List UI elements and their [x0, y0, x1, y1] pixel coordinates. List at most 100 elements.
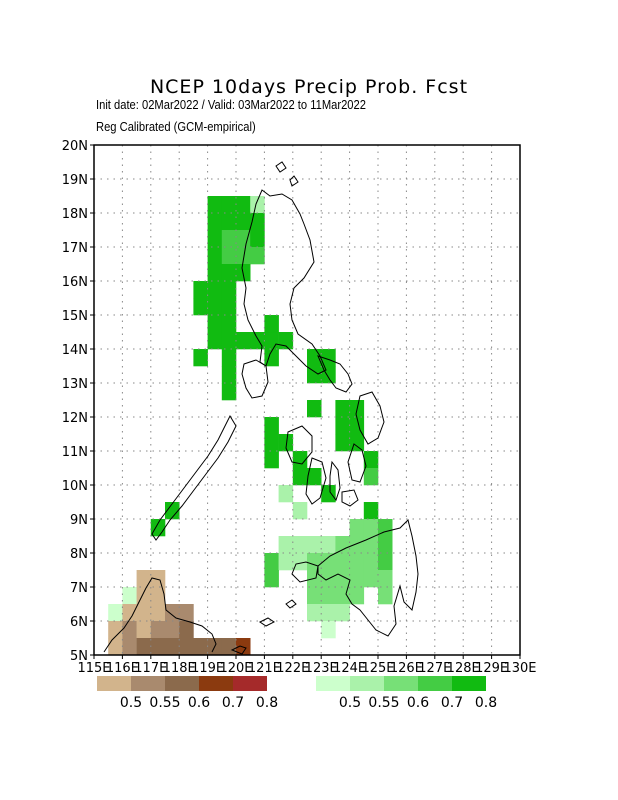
probability-cell	[108, 604, 123, 622]
probability-cell	[207, 230, 223, 248]
panay-coastline	[285, 425, 313, 465]
longitude-label: 122E	[276, 661, 309, 676]
probability-cell	[335, 536, 350, 554]
negros-coastline	[305, 457, 327, 505]
legend-color-box	[97, 676, 131, 691]
borneo-coastline	[103, 577, 217, 653]
latitude-label: 17N	[62, 241, 88, 256]
probability-cell	[108, 621, 123, 639]
probability-cell	[207, 281, 223, 299]
probability-cell	[307, 400, 322, 418]
probability-cell	[307, 349, 322, 367]
probability-cell	[335, 604, 350, 622]
legend-label: 0.5	[339, 695, 361, 711]
probability-cell	[150, 570, 166, 588]
probability-cell	[292, 451, 308, 469]
probability-cell	[221, 366, 237, 384]
probability-cell	[349, 519, 365, 537]
probability-cell	[335, 417, 350, 435]
longitude-label: 130E	[503, 661, 536, 676]
mindanao-coastline	[317, 519, 419, 637]
probability-cell	[349, 536, 365, 554]
latitude-label: 8N	[70, 547, 88, 562]
latitude-label: 18N	[62, 207, 88, 222]
probability-cell	[136, 570, 152, 588]
longitude-label: 129E	[475, 661, 508, 676]
legend-label: 0.7	[222, 695, 244, 711]
probability-cell	[165, 502, 180, 520]
probability-cell	[221, 213, 237, 231]
probability-cell	[250, 247, 265, 265]
probability-cell	[307, 553, 322, 571]
probability-cell	[321, 587, 336, 605]
probability-cell	[363, 451, 379, 469]
probability-cell	[221, 638, 237, 656]
latitude-label: 13N	[62, 377, 88, 392]
probability-cell	[307, 366, 322, 384]
samar-coastline	[355, 391, 385, 445]
legend-color-box	[452, 676, 486, 691]
latitude-label: 5N	[70, 649, 88, 664]
probability-cell	[122, 638, 137, 656]
probability-cell	[264, 417, 279, 435]
probability-cell	[207, 196, 223, 214]
probability-cell	[378, 519, 393, 537]
legend-color-box	[165, 676, 199, 691]
probability-cell	[349, 570, 365, 588]
probability-cell	[165, 604, 180, 622]
cebu-coastline	[329, 460, 341, 502]
probability-cell	[250, 332, 265, 350]
probability-cell	[250, 230, 265, 248]
grid-lines	[94, 145, 520, 655]
probability-cell	[307, 604, 322, 622]
probability-cell	[335, 553, 350, 571]
legend-label: 0.5	[120, 695, 142, 711]
probability-cell	[307, 468, 322, 486]
legend-label: 0.7	[441, 695, 463, 711]
probability-cell	[321, 553, 336, 571]
probability-cell	[236, 213, 251, 231]
longitude-label: 120E	[219, 661, 252, 676]
longitude-label: 125E	[361, 661, 394, 676]
probability-cell	[122, 587, 137, 605]
map-subtitle-dates: Init date: 02Mar2022 / Valid: 03Mar2022 …	[96, 97, 366, 112]
probability-cell	[321, 604, 336, 622]
probability-cell	[236, 247, 251, 265]
probability-cell	[264, 332, 279, 350]
probability-cell	[321, 621, 336, 639]
probability-cell	[221, 196, 237, 214]
probability-cell	[278, 332, 294, 350]
wet-probability-legend: 0.5 0.55 0.6 0.7 0.8	[316, 676, 497, 711]
probability-cell	[363, 553, 379, 571]
batanes-islets-coastline	[275, 161, 299, 187]
probability-cell	[363, 519, 379, 537]
probability-cell	[264, 315, 279, 333]
probability-cell	[264, 434, 279, 452]
legend-color-box	[350, 676, 384, 691]
latitude-label: 16N	[62, 275, 88, 290]
probability-cell	[307, 587, 322, 605]
probability-cell	[349, 587, 365, 605]
probability-cell	[363, 570, 379, 588]
probability-cell	[278, 553, 294, 571]
latitude-label: 11N	[62, 445, 88, 460]
probability-cell	[108, 638, 123, 656]
probability-cell	[193, 298, 208, 316]
probability-cell	[278, 536, 294, 554]
legend-label: 0.8	[256, 695, 278, 711]
sulu-islands-coastline	[230, 599, 297, 655]
longitude-label: 123E	[305, 661, 338, 676]
probability-cell	[221, 332, 237, 350]
map-title: NCEP 10days Precip Prob. Fcst	[149, 76, 469, 98]
probability-cell	[264, 451, 279, 469]
latitude-label: 19N	[62, 173, 88, 188]
probability-cell	[321, 485, 336, 503]
leyte-coastline	[347, 443, 367, 483]
probability-cell	[150, 638, 166, 656]
probability-cell	[221, 383, 237, 401]
probability-cell	[150, 587, 166, 605]
probability-cell	[236, 332, 251, 350]
probability-cell	[292, 468, 308, 486]
probability-cell	[250, 213, 265, 231]
probability-cell	[250, 196, 265, 214]
